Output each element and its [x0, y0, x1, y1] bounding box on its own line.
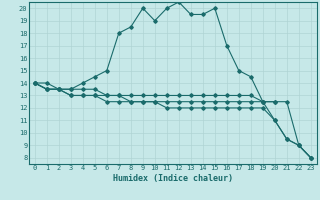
X-axis label: Humidex (Indice chaleur): Humidex (Indice chaleur)	[113, 174, 233, 183]
